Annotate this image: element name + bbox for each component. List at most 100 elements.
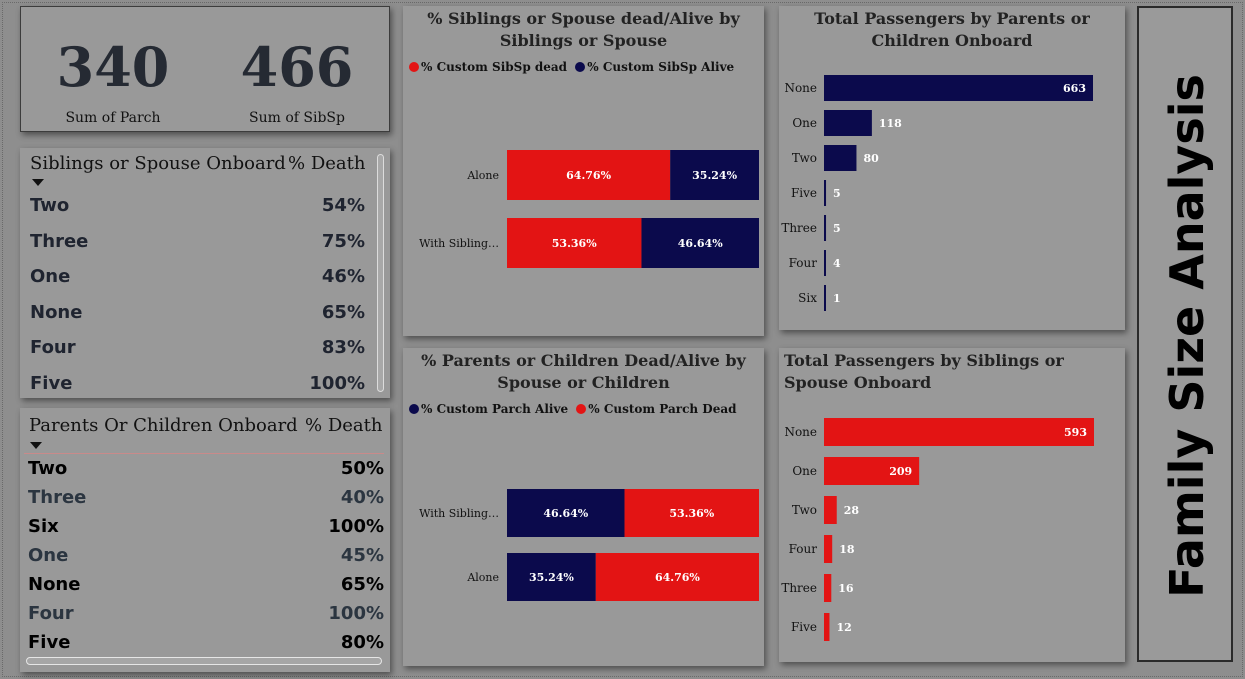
sort-desc-icon[interactable] <box>32 179 44 186</box>
category-label: Five <box>791 186 817 200</box>
parch-dead-alive-chart: % Parents or Children Dead/Alive by Spou… <box>403 348 764 666</box>
data-label: 663 <box>1063 82 1086 95</box>
legend-item[interactable]: % Custom SibSp dead <box>409 60 567 74</box>
table-row-label: One <box>28 545 69 566</box>
data-label: 28 <box>844 504 860 517</box>
bar <box>824 418 1094 446</box>
legend-dot-red-icon <box>576 404 587 414</box>
category-label: Two <box>792 503 817 517</box>
category-label: Three <box>781 581 817 595</box>
data-label: 18 <box>839 543 855 556</box>
legend-label: % Custom Parch Alive <box>421 402 569 416</box>
category-label: With Sibling… <box>419 237 499 250</box>
legend-item[interactable]: % Custom Parch Dead <box>576 402 737 416</box>
bar-segment <box>624 489 759 537</box>
table-row-label: Six <box>28 516 59 537</box>
column-header-parch[interactable]: Parents Or Children Onboard <box>29 415 298 436</box>
chart-title: % Parents or Children Dead/Alive by Spou… <box>421 351 746 392</box>
bar-segment <box>507 150 671 200</box>
table-row-label: Two <box>30 195 70 216</box>
category-label: With Sibling… <box>419 507 499 520</box>
table-row-label: Five <box>30 372 73 394</box>
data-label: 4 <box>833 257 841 270</box>
legend-item[interactable]: % Custom SibSp Alive <box>575 60 734 74</box>
sibsp-sum-value: 466 <box>240 35 354 99</box>
column-header-death[interactable]: % Death <box>288 153 366 174</box>
vertical-scrollbar[interactable] <box>377 154 384 392</box>
legend: % Custom SibSp dead % Custom SibSp Alive <box>409 60 734 74</box>
table-row-value: 83% <box>321 337 365 358</box>
category-label: Alone <box>466 169 499 182</box>
chart-title: Total Passengers by Siblings or Spouse O… <box>784 351 1064 392</box>
data-label: 64.76% <box>566 169 611 182</box>
table-row-value: 100% <box>328 516 384 537</box>
table-row-value: 80% <box>340 632 384 653</box>
sort-desc-icon[interactable] <box>30 442 42 449</box>
legend-dot-red-icon <box>409 62 419 72</box>
legend-label: % Custom Parch Dead <box>588 402 737 416</box>
category-label: None <box>784 81 817 95</box>
bar-segment <box>507 218 642 268</box>
table-row-value: 46% <box>321 266 365 287</box>
bar <box>824 457 920 485</box>
data-label: 64.76% <box>655 571 700 584</box>
data-label: 12 <box>836 621 851 634</box>
bar <box>824 285 826 311</box>
side-title-panel: Family Size Analysis <box>1137 6 1233 662</box>
bar <box>824 250 826 276</box>
chart-plot: With Sibling… 46.64% 53.36% Alone 35.24% 64.7… <box>419 489 759 601</box>
sibsp-death-table: Siblings or Spouse Onboard % Death Two 54… <box>20 148 390 398</box>
legend-label: % Custom SibSp dead <box>421 60 568 74</box>
table-row-label: Three <box>28 487 87 508</box>
bar-segment <box>670 150 759 200</box>
data-label: 80 <box>863 152 879 165</box>
category-label: Three <box>781 221 817 235</box>
table-row-label: Five <box>28 632 71 653</box>
category-label: Four <box>789 256 818 270</box>
chart-title: Total Passengers by Parents or Children … <box>814 9 1090 50</box>
bar-segment <box>595 553 759 601</box>
column-header-sibsp[interactable]: Siblings or Spouse Onboard <box>30 153 286 174</box>
table-row-value: 100% <box>309 372 365 394</box>
category-label: Six <box>798 291 817 305</box>
table-row-label: Four <box>28 603 74 624</box>
bar <box>824 180 827 206</box>
data-label: 1 <box>833 292 841 305</box>
table-row-label: One <box>30 266 71 287</box>
category-label: Alone <box>466 571 499 584</box>
table-row-value: 54% <box>321 195 365 216</box>
bar-segment <box>507 553 596 601</box>
kpi-card: 340 Sum of Parch 466 Sum of SibSp <box>20 6 390 132</box>
table-row-label: None <box>28 574 81 595</box>
category-label: Two <box>792 151 817 165</box>
data-label: 35.24% <box>529 571 574 584</box>
legend: % Custom Parch Alive % Custom Parch Dead <box>409 402 737 416</box>
bar <box>824 75 1093 101</box>
legend-dot-navy-icon <box>575 62 586 72</box>
header-divider <box>24 453 384 454</box>
legend-dot-navy-icon <box>409 404 419 414</box>
data-label: 16 <box>838 582 854 595</box>
table-row-value: 100% <box>328 603 384 624</box>
bar-segment <box>507 489 625 537</box>
column-header-death[interactable]: % Death <box>305 415 383 436</box>
table-row-value: 65% <box>340 574 384 595</box>
legend-label: % Custom SibSp Alive <box>587 60 735 74</box>
data-label: 5 <box>833 187 841 200</box>
chart-plot: Alone 64.76% 35.24% With Sibling… 53.36% 46.6… <box>419 150 759 268</box>
table-row-label: None <box>30 301 83 323</box>
bar <box>824 145 857 171</box>
data-label: 593 <box>1064 426 1087 439</box>
data-label: 46.64% <box>678 237 723 250</box>
parch-death-table: Parents Or Children Onboard % Death Two 5… <box>20 408 390 672</box>
sibsp-dead-alive-chart: % Siblings or Spouse dead/Alive by Sibli… <box>403 6 764 336</box>
data-label: 118 <box>879 117 902 130</box>
sibsp-passengers-chart: Total Passengers by Siblings or Spouse O… <box>779 348 1125 662</box>
legend-item[interactable]: % Custom Parch Alive <box>409 402 568 416</box>
bar <box>824 110 872 136</box>
table-row-value: 45% <box>340 545 384 566</box>
bar <box>824 535 833 563</box>
horizontal-scrollbar[interactable] <box>26 657 382 665</box>
bar-segment <box>641 218 759 268</box>
